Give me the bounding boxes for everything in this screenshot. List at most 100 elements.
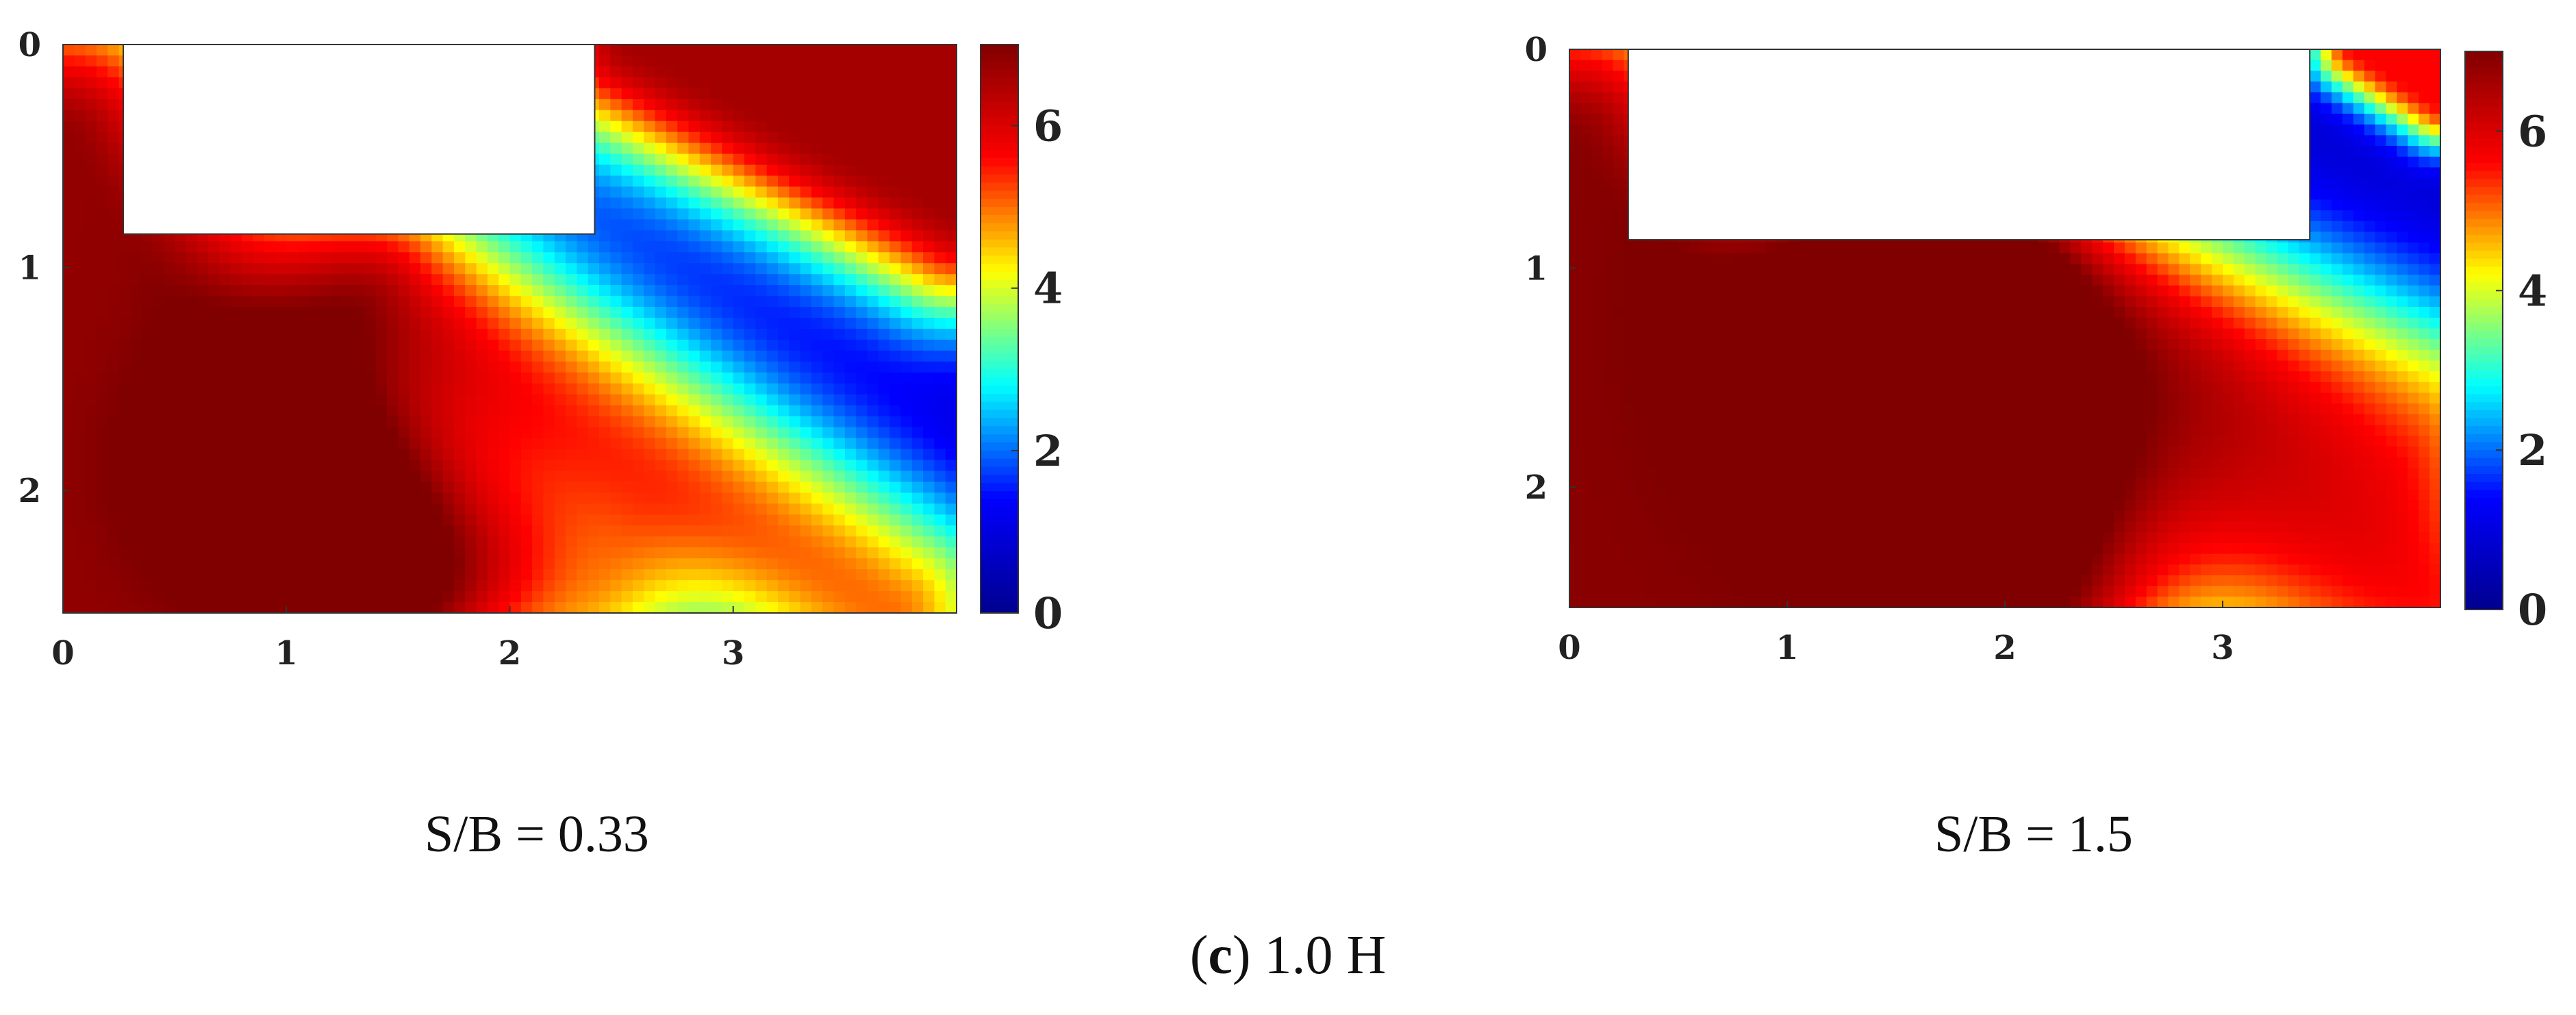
- heatmap-cell: [844, 45, 857, 56]
- heatmap-cell: [2386, 135, 2398, 147]
- heatmap-cell: [677, 66, 690, 78]
- heatmap-cell: [900, 66, 913, 78]
- heatmap-cell: [2375, 60, 2387, 72]
- heatmap-cell: [755, 88, 768, 100]
- heatmap-cell: [923, 45, 935, 56]
- heatmap-cell: [2353, 124, 2365, 136]
- heatmap-cell: [2408, 49, 2419, 61]
- heatmap-cell: [1613, 146, 1625, 158]
- heatmap-cell: [822, 66, 835, 78]
- heatmap-cell: [2408, 82, 2419, 93]
- heatmap-cell: [2321, 114, 2332, 125]
- heatmap-cell: [74, 99, 86, 111]
- heatmap-cell: [1591, 60, 1603, 72]
- heatmap-cell: [2397, 71, 2409, 82]
- heatmap-cell: [878, 55, 890, 67]
- heatmap-cell: [2375, 103, 2387, 114]
- heatmap-cell: [632, 66, 645, 78]
- heatmap-cell: [934, 45, 946, 56]
- heatmap-cell: [833, 45, 846, 56]
- heatmap-cell: [856, 45, 868, 56]
- heatmap-cell: [677, 88, 690, 100]
- heatmap-cell: [1591, 135, 1603, 147]
- heatmap-cell: [621, 99, 633, 111]
- heatmap-cell: [1580, 60, 1592, 72]
- heatmap-cell: [733, 99, 745, 111]
- heatmap-cell: [2397, 82, 2409, 93]
- heatmap-cell: [755, 66, 768, 78]
- heatmap-cell: [2408, 71, 2419, 82]
- heatmap-cell: [1569, 82, 1581, 93]
- heatmap-cell: [923, 88, 935, 100]
- heatmap-cell: [2375, 71, 2387, 82]
- heatmap-cell: [74, 77, 86, 89]
- heatmap-cell: [2375, 82, 2387, 93]
- heatmap-cell: [688, 45, 700, 56]
- heatmap-cell: [945, 45, 957, 56]
- heatmap-cell: [2429, 114, 2441, 125]
- heatmap-cell: [833, 66, 846, 78]
- heatmap-cell: [74, 66, 86, 78]
- heatmap-cell: [2321, 124, 2332, 136]
- heatmap-cell: [2332, 124, 2343, 136]
- heatmap-cell: [644, 77, 656, 89]
- heatmap-cell: [789, 55, 801, 67]
- heatmap-cell: [1591, 103, 1603, 114]
- heatmap-cell: [722, 55, 734, 67]
- heatmap-cell: [722, 45, 734, 56]
- heatmap-cell: [677, 45, 690, 56]
- heatmap-cell: [789, 45, 801, 56]
- heatmap-cell: [1569, 114, 1581, 125]
- heatmap-cell: [934, 66, 946, 78]
- heatmap-cell: [599, 45, 611, 56]
- heatmap-cell: [610, 55, 622, 67]
- heatmap-cell: [2386, 71, 2398, 82]
- heatmap-cell: [2353, 82, 2365, 93]
- heatmap-cell: [699, 66, 711, 78]
- heatmap-cell: [811, 77, 824, 89]
- heatmap-cell: [778, 88, 790, 100]
- heatmap-cell: [2386, 124, 2398, 136]
- heatmap-cell: [1602, 92, 1614, 104]
- heatmap-cell: [610, 45, 622, 56]
- heatmap-cell: [2375, 124, 2387, 136]
- heatmap-cell: [811, 88, 824, 100]
- heatmap-cell: [2419, 135, 2430, 147]
- heatmap-cell: [2419, 82, 2430, 93]
- heatmap-cell: [2321, 92, 2332, 104]
- heatmap-cell: [911, 88, 924, 100]
- heatmap-cell: [733, 45, 745, 56]
- heatmap-cell: [2342, 114, 2354, 125]
- heatmap-cell: [900, 55, 913, 67]
- heatmap-cell: [2342, 135, 2354, 147]
- heatmap-cell: [610, 77, 622, 89]
- heatmap-cell: [2310, 103, 2321, 114]
- heatmap-cell: [666, 66, 678, 78]
- heatmap-cell: [822, 88, 835, 100]
- heatmap-cell: [2310, 124, 2321, 136]
- heatmap-cell: [1613, 82, 1625, 93]
- heatmap-cell: [856, 77, 868, 89]
- heatmap-cell: [2386, 114, 2398, 125]
- heatmap-cell: [2429, 135, 2441, 147]
- heatmap-cell: [844, 88, 857, 100]
- heatmap-cell: [1569, 49, 1581, 61]
- heatmap-cell: [1602, 135, 1614, 147]
- heatmap-cell: [621, 88, 633, 100]
- heatmap-cell: [621, 66, 633, 78]
- heatmap-cell: [889, 45, 902, 56]
- heatmap-cell: [2429, 49, 2441, 61]
- heatmap-cell: [800, 45, 812, 56]
- heatmap-cell: [2342, 124, 2354, 136]
- heatmap-cell: [632, 77, 645, 89]
- heatmap-cell: [63, 99, 75, 111]
- heatmap-cell: [2429, 92, 2441, 104]
- heatmap-cell: [699, 55, 711, 67]
- heatmap-cell: [2342, 103, 2354, 114]
- heatmap-cell: [2342, 49, 2354, 61]
- heatmap-cell: [2353, 114, 2365, 125]
- heatmap-cell: [1569, 92, 1581, 104]
- heatmap-cell: [766, 77, 779, 89]
- heatmap-cell: [2429, 71, 2441, 82]
